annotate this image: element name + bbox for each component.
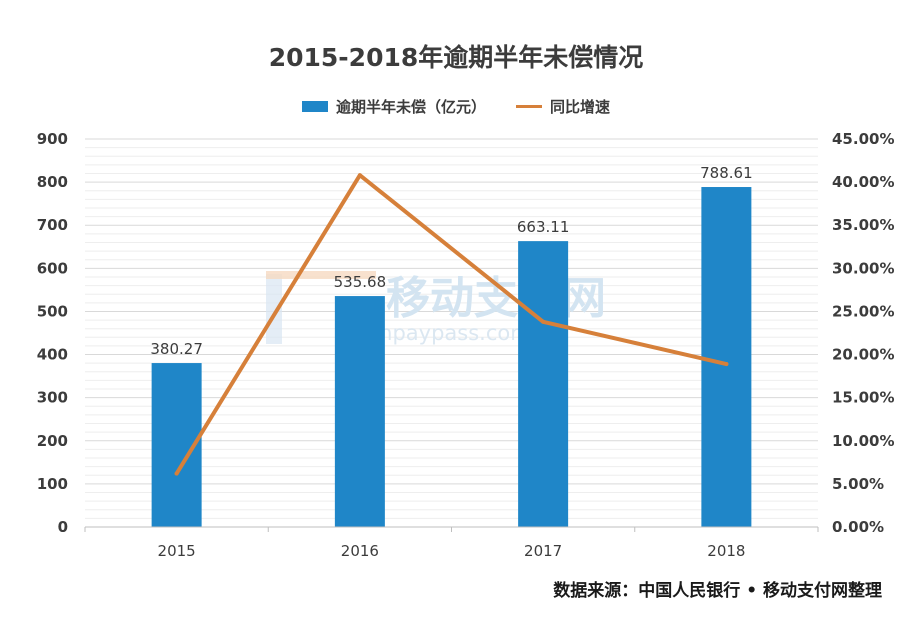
legend-swatch-line [516,105,542,108]
bar-data-label: 380.27 [150,340,203,358]
y-tick-label: 500 [37,302,68,320]
y-tick-label: 0 [58,518,68,536]
legend-swatch-bar [301,101,328,112]
x-tick-label: 2018 [707,542,745,560]
y-tick-label: 800 [37,173,68,191]
y2-tick-label: 0.00% [832,518,884,536]
growth-point [724,362,729,367]
watermark-logo-stripe [266,271,376,279]
y2-tick-label: 10.00% [832,432,894,450]
y2-tick-label: 45.00% [832,130,894,148]
bar [334,296,385,527]
y2-tick-label: 30.00% [832,259,894,277]
watermark-logo-text: 移动支付网 [386,273,606,324]
chart-legend: 逾期半年未偿（亿元） 同比增速 [0,96,912,117]
bar-data-label: 663.11 [517,218,570,236]
watermark-logo-bar [266,274,282,344]
y-tick-label: 200 [37,432,68,450]
bar [518,241,569,527]
bar-data-label: 535.68 [334,273,387,291]
legend-item-bar: 逾期半年未偿（亿元） [301,96,486,117]
y-tick-label: 900 [37,130,68,148]
x-tick-label: 2017 [524,542,562,560]
x-tick-label: 2015 [158,542,196,560]
growth-point [174,471,179,476]
legend-label-line: 同比增速 [550,98,611,116]
y-tick-label: 700 [37,216,68,234]
growth-point [541,319,546,324]
growth-line [174,173,729,476]
y-tick-label: 100 [37,475,68,493]
y2-tick-label: 25.00% [832,302,894,320]
legend-item-line: 同比增速 [516,96,610,117]
y-tick-label: 300 [37,389,68,407]
y2-tick-label: 35.00% [832,216,894,234]
y2-tick-label: 20.00% [832,346,894,364]
source-note: 数据来源：中国人民银行 • 移动支付网整理 [553,581,882,601]
legend-label-bar: 逾期半年未偿（亿元） [335,98,486,116]
y2-tick-label: 40.00% [832,173,894,191]
bar-data-label: 788.61 [700,164,753,182]
x-tick-label: 2016 [341,542,379,560]
growth-point [357,173,362,178]
chart-title: 2015-2018年逾期半年未偿情况 [268,43,644,72]
y-tick-label: 400 [37,346,68,364]
y-tick-label: 600 [37,259,68,277]
y2-tick-label: 5.00% [832,475,884,493]
y2-tick-label: 15.00% [832,389,894,407]
bar [701,187,752,527]
